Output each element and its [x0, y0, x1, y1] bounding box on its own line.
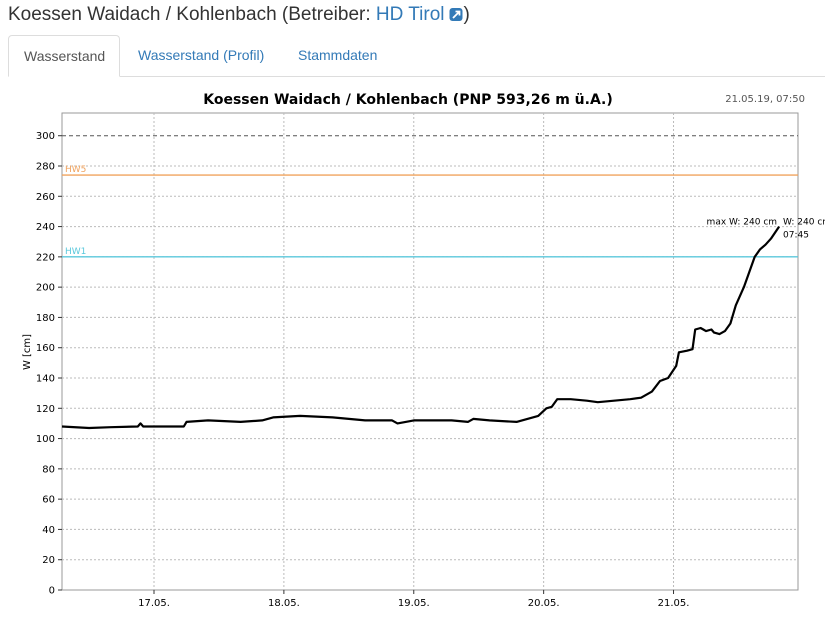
- threshold-label-hw1: HW1: [65, 247, 86, 257]
- operator-name[interactable]: HD Tirol: [375, 4, 445, 25]
- x-axis: 17.05. 18.05. 19.05. 20.05. 21.05.: [138, 590, 689, 609]
- y-axis-label: W [cm]: [22, 334, 33, 370]
- chart-timestamp: 21.05.19, 07:50: [725, 94, 805, 105]
- y-tick-label: 260: [36, 192, 55, 203]
- y-tick-label: 100: [36, 434, 55, 445]
- y-tick-label: 80: [42, 464, 55, 475]
- chart-title: Koessen Waidach / Kohlenbach (PNP 593,26…: [203, 92, 613, 108]
- y-tick-label: 200: [36, 283, 55, 294]
- water-level-chart: Koessen Waidach / Kohlenbach (PNP 593,26…: [22, 92, 825, 609]
- x-tick-label: 17.05.: [138, 598, 170, 609]
- annotation-current: W: 240 cm: [783, 218, 825, 228]
- max-annotation: max W: 240 cm W: 240 cm 07:45: [707, 218, 825, 241]
- y-tick-label: 180: [36, 313, 55, 324]
- tab-bar: Wasserstand Wasserstand (Profil) Stammda…: [8, 35, 825, 77]
- y-tick-label: 300: [36, 131, 55, 142]
- x-tick-label: 19.05.: [398, 598, 430, 609]
- external-link-icon[interactable]: [449, 7, 464, 22]
- x-tick-label: 20.05.: [528, 598, 560, 609]
- y-tick-label: 120: [36, 404, 55, 415]
- tab-label[interactable]: Stammdaten: [298, 47, 378, 63]
- annotation-time: 07:45: [783, 231, 809, 241]
- y-tick-label: 280: [36, 162, 55, 173]
- station-title: Koessen Waidach / Kohlenbach (Betreiber:: [8, 4, 376, 25]
- y-tick-label: 0: [49, 586, 55, 597]
- tab-label[interactable]: Wasserstand: [24, 48, 106, 64]
- annotation-max: max W: 240 cm: [707, 218, 778, 228]
- thresholds: HW5 HW1: [62, 165, 798, 258]
- y-tick-label: 160: [36, 343, 55, 354]
- tab-label[interactable]: Wasserstand (Profil): [138, 47, 265, 63]
- water-level-line: [61, 225, 781, 430]
- y-tick-label: 20: [42, 555, 55, 566]
- y-tick-label: 60: [42, 495, 55, 506]
- y-tick-label: 240: [36, 222, 55, 233]
- y-tick-label: 40: [42, 525, 55, 536]
- tab-wasserstand-profil[interactable]: Wasserstand (Profil): [123, 35, 279, 75]
- page-title: Koessen Waidach / Kohlenbach (Betreiber:…: [8, 4, 470, 26]
- x-tick-label: 18.05.: [268, 598, 300, 609]
- title-suffix: ): [463, 4, 470, 25]
- tab-stammdaten[interactable]: Stammdaten: [283, 35, 392, 75]
- operator-link[interactable]: HD Tirol: [376, 4, 464, 25]
- threshold-label-hw5: HW5: [65, 165, 86, 175]
- y-tick-label: 140: [36, 374, 55, 385]
- tab-wasserstand[interactable]: Wasserstand: [8, 35, 120, 77]
- plot-frame: [61, 112, 799, 591]
- x-tick-label: 21.05.: [658, 598, 690, 609]
- y-axis: 0 20 40 60 80 100 120 140 160 180 200 220 240 260 280 3…: [36, 131, 62, 597]
- y-tick-label: 220: [36, 252, 55, 263]
